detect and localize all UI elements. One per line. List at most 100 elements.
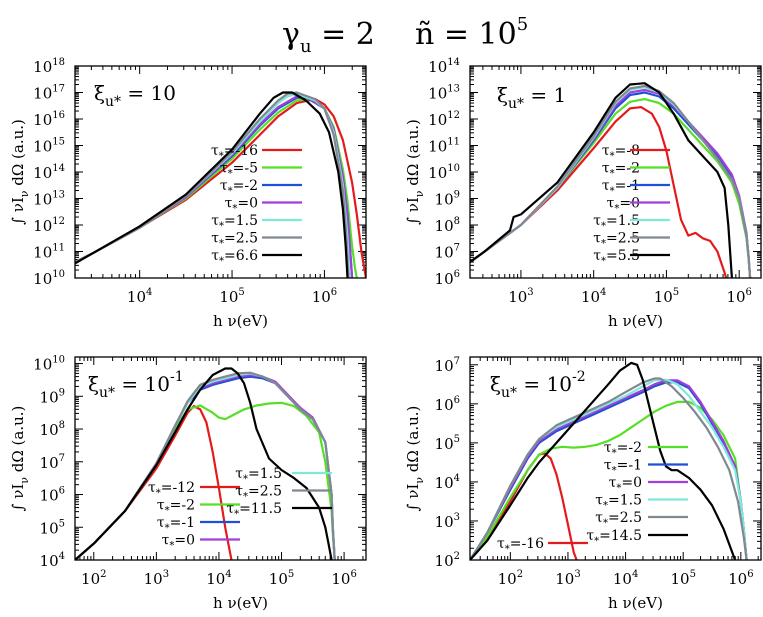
series-group <box>470 82 752 278</box>
legend-label: τ*=-1 <box>604 458 642 477</box>
y-tick-label: 107 <box>40 453 65 472</box>
y-tick-label: 106 <box>435 269 460 288</box>
y-tick-label: 108 <box>435 216 460 235</box>
legend-label: τ*=-2 <box>602 161 640 180</box>
y-tick-label: 1010 <box>33 269 65 288</box>
legend-label: τ*=-8 <box>602 143 640 162</box>
x-axis-label: h ν(eV) <box>213 312 268 330</box>
y-tick-label: 105 <box>435 434 460 453</box>
legend: τ*=-12τ*=-2τ*=-1τ*=0 τ*=1.5τ*=2.5τ*=11.5 <box>148 466 332 552</box>
x-tick-label: 102 <box>498 569 523 588</box>
series-line-2 <box>75 401 336 560</box>
x-tick-label: 106 <box>726 287 751 306</box>
legend-label: τ*=5.5 <box>593 248 640 267</box>
series-line-2 <box>470 400 748 560</box>
chart-panel-4: 102 103 104 105 106 102 103 104 105 106 107 h ν(eV)… <box>404 356 762 612</box>
y-tick-label: 1018 <box>33 57 65 76</box>
axis-ticks <box>74 65 366 279</box>
legend-label: τ*=-2 <box>220 178 258 197</box>
y-tick-label: 103 <box>435 512 460 531</box>
series-group <box>75 367 336 560</box>
x-tick-label: 103 <box>508 287 533 306</box>
series-line-4 <box>470 379 748 560</box>
y-tick-label: 1015 <box>33 137 65 156</box>
y-tick-label: 1011 <box>33 243 65 262</box>
legend-label: τ*=1.5 <box>211 213 258 232</box>
series-line-4 <box>75 373 336 560</box>
x-tick-label: 106 <box>728 569 753 588</box>
legend-label: τ*=14.5 <box>586 528 642 547</box>
y-tick-label: 109 <box>435 190 460 209</box>
y-axis-label: ∫ νIν dΩ (a.u.) <box>9 406 31 512</box>
x-tick-label: 103 <box>144 569 169 588</box>
legend-label: τ*=1.5 <box>235 466 282 485</box>
legend-label: τ*=2.5 <box>235 484 282 503</box>
y-tick-label: 1014 <box>33 163 65 182</box>
figure-title: γu = 2 ñ = 105 <box>282 14 528 57</box>
legend-label: τ*=6.6 <box>211 248 258 267</box>
x-tick-label: 102 <box>81 569 106 588</box>
legend-label: τ*=0 <box>225 196 258 215</box>
axis-ticks <box>75 357 366 561</box>
x-tick-label: 104 <box>127 287 152 306</box>
legend-label: τ*=2.5 <box>595 510 642 529</box>
legend-label: τ*=1.5 <box>595 493 642 512</box>
chart-panel-1: 104 105 106 1010 1011 1012 1013 1014 1015 1016 101… <box>9 57 367 330</box>
x-tick-label: 103 <box>555 569 580 588</box>
y-tick-label: 104 <box>435 473 460 492</box>
y-axis-label: ∫ νIν dΩ (a.u.) <box>9 119 31 225</box>
series-line-7 <box>470 82 733 278</box>
legend-label: τ*=-1 <box>157 515 195 534</box>
y-tick-label: 1017 <box>33 84 65 103</box>
x-tick-label: 106 <box>312 287 337 306</box>
x-tick-label: 105 <box>654 287 679 306</box>
legend-label: τ*=2.5 <box>211 231 258 250</box>
panel-label: ξu* = 10 <box>94 81 176 110</box>
chart-panel-2: 103 104 105 106 106 107 108 109 1010 1011 1012 1013… <box>404 57 762 330</box>
y-axis-label: ∫ νIν dΩ (a.u.) <box>404 119 426 225</box>
x-tick-label: 106 <box>331 569 356 588</box>
title-gamma: γu = 2 <box>282 17 375 57</box>
y-tick-label: 105 <box>40 518 65 537</box>
series-line-5 <box>75 372 336 560</box>
legend-label: τ*=-16 <box>211 143 258 162</box>
legend-label: τ*=-12 <box>148 480 195 499</box>
plot-frame <box>469 356 762 561</box>
x-tick-label: 105 <box>269 569 294 588</box>
x-tick-label: 105 <box>670 569 695 588</box>
legend-label: τ*=-1 <box>602 178 640 197</box>
y-tick-label: 1013 <box>33 190 65 209</box>
legend-label: τ*=-2 <box>157 498 195 517</box>
y-tick-label: 106 <box>40 486 65 505</box>
legend-label: τ*=-5 <box>220 161 258 180</box>
plot-frame <box>74 65 367 279</box>
x-tick-label: 105 <box>219 287 244 306</box>
y-tick-label: 104 <box>40 551 65 570</box>
y-tick-label: 108 <box>40 420 65 439</box>
x-axis-label: h ν(eV) <box>213 594 268 612</box>
legend-label: τ*=-16 <box>497 536 544 555</box>
panel-label: ξu* = 10-2 <box>490 369 586 401</box>
series-group <box>470 361 748 560</box>
y-tick-label: 1012 <box>428 110 460 129</box>
legend-label: τ*=-2 <box>604 440 642 459</box>
x-axis-label: h ν(eV) <box>608 594 663 612</box>
legend-label: τ*=0 <box>609 475 642 494</box>
series-line-7 <box>75 91 349 278</box>
y-tick-label: 109 <box>40 387 65 406</box>
series-line-6 <box>470 84 752 278</box>
x-tick-label: 104 <box>613 569 638 588</box>
y-tick-label: 1010 <box>33 355 65 374</box>
y-axis-label: ∫ νIν dΩ (a.u.) <box>404 406 426 512</box>
y-tick-label: 1012 <box>33 216 65 235</box>
x-axis-label: h ν(eV) <box>608 312 663 330</box>
legend-label: τ*=1.5 <box>593 213 640 232</box>
y-tick-label: 1016 <box>33 110 65 129</box>
panel-label: ξu* = 10-1 <box>88 369 184 401</box>
axis-ticks <box>469 357 761 561</box>
y-tick-label: 102 <box>435 551 460 570</box>
y-tick-label: 1010 <box>428 163 460 182</box>
series-line-7 <box>470 361 737 560</box>
y-tick-label: 107 <box>435 356 460 375</box>
